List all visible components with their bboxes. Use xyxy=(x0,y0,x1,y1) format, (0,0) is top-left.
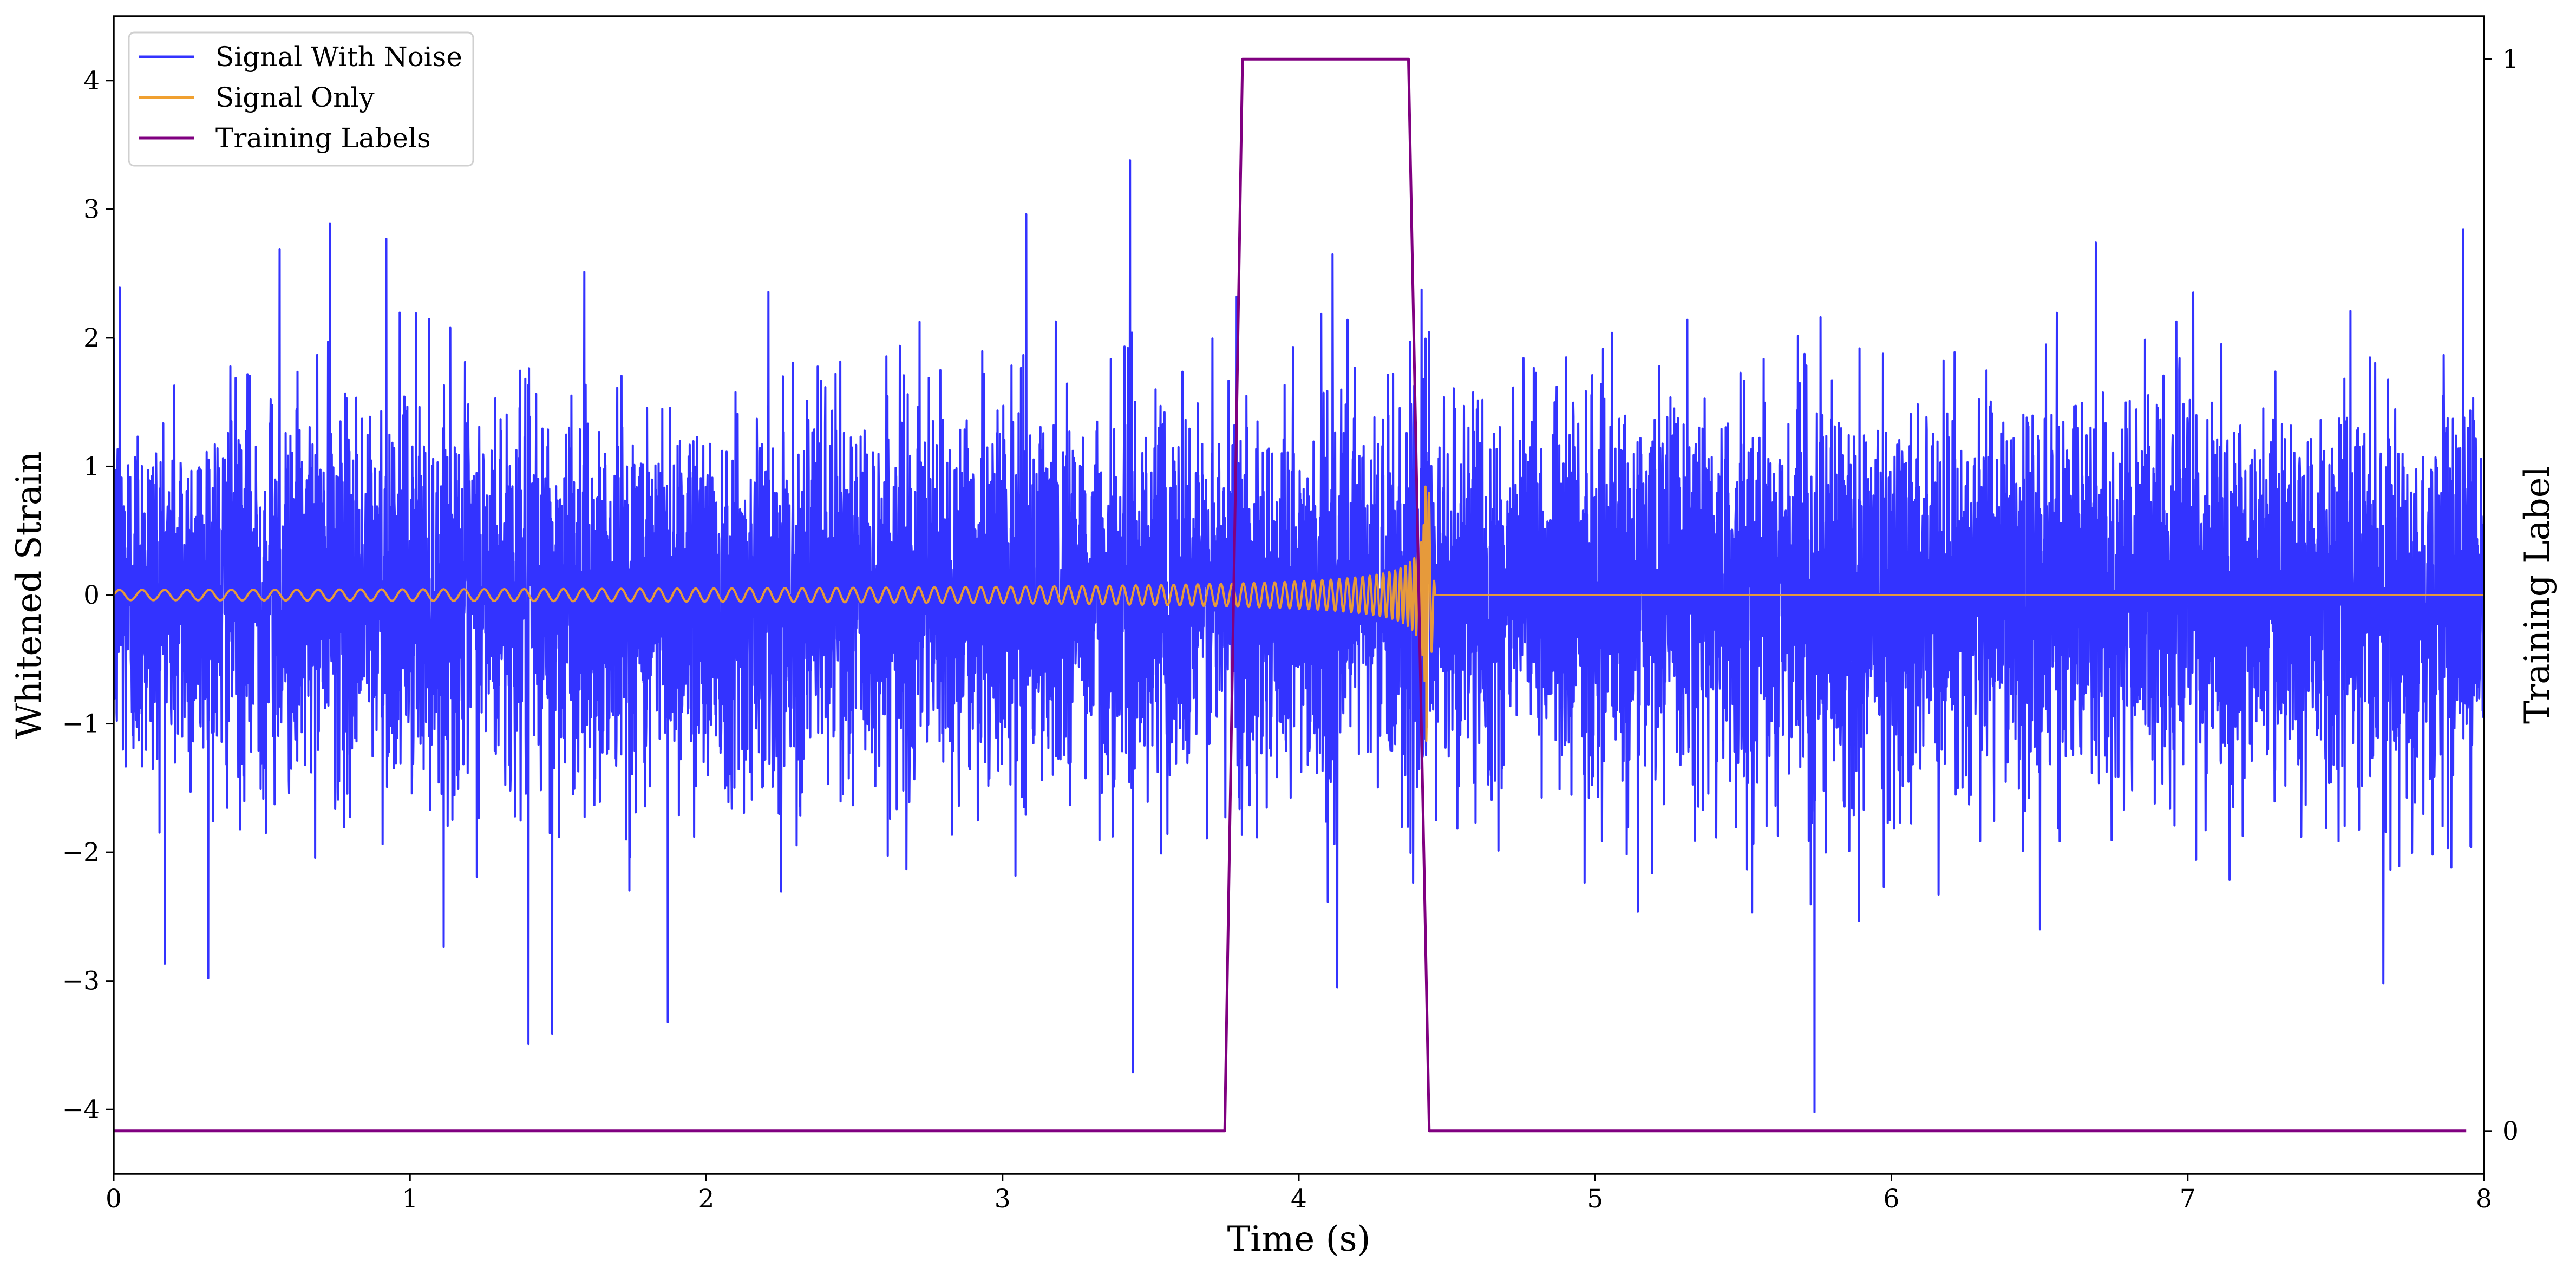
y-axis-right: 01 xyxy=(2484,44,2519,1146)
x-tick-label: 2 xyxy=(698,1184,715,1214)
legend: Signal With Noise Signal Only Training L… xyxy=(128,31,474,167)
y-tick-label: −2 xyxy=(62,838,100,867)
y-tick-label: −1 xyxy=(62,709,100,739)
y-tick-label: 1 xyxy=(83,452,100,481)
y-tick-label: −3 xyxy=(62,966,100,996)
series-signal-with-noise xyxy=(114,159,2484,1113)
x-tick-label: 6 xyxy=(1884,1184,1900,1214)
legend-label-training-labels: Training Labels xyxy=(215,122,431,154)
x-tick-label: 7 xyxy=(2180,1184,2196,1214)
x-axis-label: Time (s) xyxy=(1227,1219,1371,1259)
y-tick-label: −4 xyxy=(62,1095,100,1125)
x-axis: 0 1 2 3 4 5 6 7 8 xyxy=(106,1174,2492,1214)
x-tick-label: 1 xyxy=(402,1184,418,1214)
y2-tick-label: 0 xyxy=(2502,1116,2519,1146)
x-tick-label: 8 xyxy=(2476,1184,2492,1214)
y-tick-label: 0 xyxy=(83,580,100,610)
series-signal-only xyxy=(114,485,2484,742)
series-training-labels xyxy=(114,57,2467,1133)
y-tick-label: 3 xyxy=(83,194,100,224)
legend-label-signal-with-noise: Signal With Noise xyxy=(215,41,462,73)
y-tick-label: 2 xyxy=(83,323,100,353)
x-tick-label: 5 xyxy=(1587,1184,1603,1214)
plot-series xyxy=(114,57,2484,1133)
y2-tick-label: 1 xyxy=(2502,44,2519,74)
x-tick-label: 4 xyxy=(1291,1184,1307,1214)
x-tick-label: 0 xyxy=(106,1184,122,1214)
y2-axis-label: Training Label xyxy=(2518,466,2558,724)
y-axis-label: Whitened Strain xyxy=(9,451,49,739)
y-axis-left: −4 −3 −2 −1 0 1 2 3 4 xyxy=(62,66,114,1125)
legend-label-signal-only: Signal Only xyxy=(215,82,375,113)
y-tick-label: 4 xyxy=(83,66,100,96)
x-tick-label: 3 xyxy=(995,1184,1011,1214)
legend-box xyxy=(128,31,474,167)
